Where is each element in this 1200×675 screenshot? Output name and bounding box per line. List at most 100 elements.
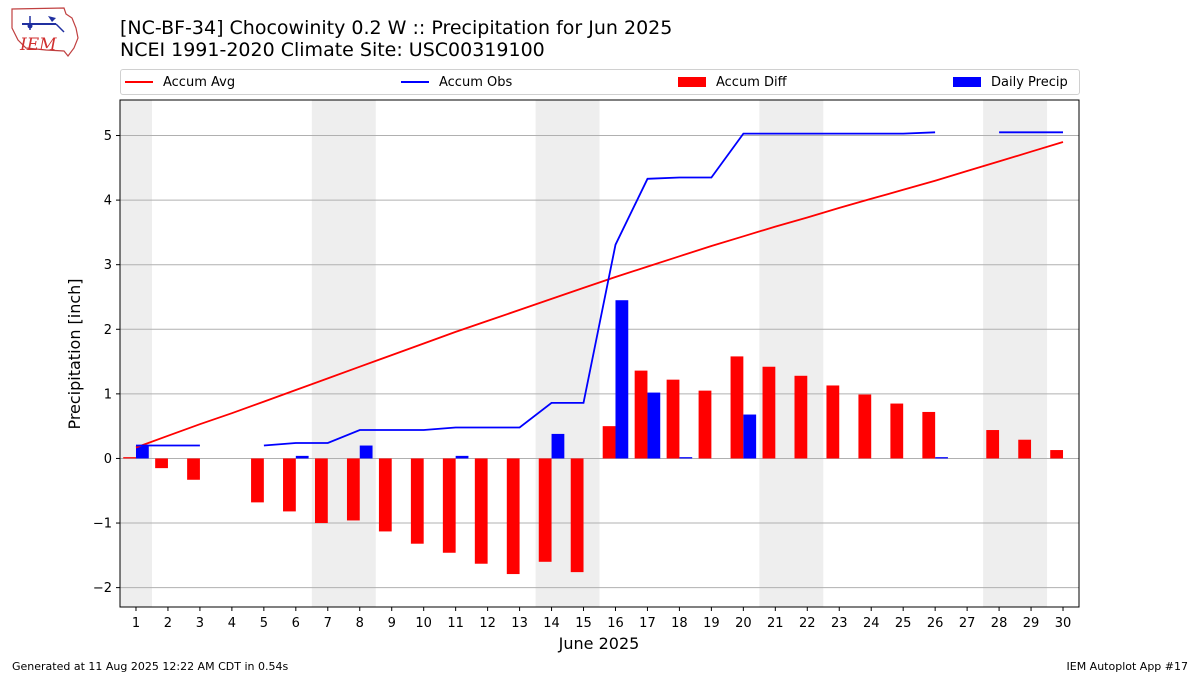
x-tick-label-16: 16: [607, 616, 624, 631]
bar-accum-diff-day-22: [794, 375, 808, 459]
x-tick-label-5: 5: [260, 616, 268, 631]
chart-subtitle: NCEI 1991-2020 Climate Site: USC00319100: [120, 39, 545, 61]
legend-label-accum-diff: Accum Diff: [716, 74, 787, 90]
line-accum-obs-seg-1: [263, 131, 936, 447]
iem-logo: IEM: [11, 7, 79, 57]
y-tick-label-4: 2: [104, 323, 112, 338]
bar-accum-diff-day-3: [187, 458, 200, 480]
bar-daily-precip-day-26: [935, 457, 948, 459]
weekend-band-3: [759, 100, 824, 607]
bar-accum-diff-day-16: [602, 426, 616, 459]
bar-accum-diff-day-8: [346, 458, 360, 521]
x-tick-label-20: 20: [735, 616, 752, 631]
weekend-band-0: [120, 100, 152, 607]
bar-daily-precip-day-8: [359, 445, 373, 459]
x-tick-label-14: 14: [543, 616, 560, 631]
x-tick-label-28: 28: [991, 616, 1008, 631]
x-tick-label-4: 4: [228, 616, 236, 631]
generated-note: Generated at 11 Aug 2025 12:22 AM CDT in…: [12, 660, 289, 673]
bar-daily-precip-day-1: [135, 445, 149, 459]
plot-frame: [119, 99, 1080, 608]
bar-accum-diff-day-2: [155, 458, 168, 469]
x-tick-label-25: 25: [895, 616, 912, 631]
bar-accum-diff-day-17: [634, 370, 648, 459]
x-tick-label-8: 8: [356, 616, 364, 631]
x-tick-label-22: 22: [799, 616, 816, 631]
y-tick-label-7: 5: [104, 129, 112, 144]
legend-swatch-daily-precip: [953, 77, 981, 87]
x-tick-label-26: 26: [927, 616, 944, 631]
legend-item-accum-avg: Accum Avg: [125, 70, 235, 94]
y-tick-label-3: 1: [104, 387, 112, 402]
bar-accum-diff-day-10: [410, 458, 424, 544]
bar-accum-diff-day-14: [538, 458, 552, 562]
bar-daily-precip-day-14: [551, 433, 565, 459]
x-tick-label-30: 30: [1055, 616, 1072, 631]
bar-accum-diff-day-9: [378, 458, 392, 532]
bar-accum-diff-day-15: [570, 458, 584, 573]
bar-daily-precip-day-6: [295, 455, 309, 459]
chart-title: [NC-BF-34] Chocowinity 0.2 W :: Precipit…: [120, 17, 673, 39]
x-tick-label-6: 6: [292, 616, 300, 631]
bar-accum-diff-day-11: [442, 458, 456, 553]
x-tick-label-24: 24: [863, 616, 880, 631]
bar-accum-diff-day-21: [762, 366, 776, 459]
bar-accum-diff-day-23: [826, 385, 840, 459]
bar-accum-diff-day-20: [730, 356, 744, 459]
y-axis-label: Precipitation [inch]: [65, 278, 84, 429]
legend-swatch-accum-obs: [401, 81, 429, 83]
legend-label-accum-avg: Accum Avg: [163, 74, 236, 90]
x-tick-label-10: 10: [415, 616, 432, 631]
x-axis-label: June 2025: [558, 634, 640, 653]
bar-accum-diff-day-13: [506, 458, 520, 575]
x-tick-label-15: 15: [575, 616, 592, 631]
grid-lines: [120, 135, 1079, 589]
chart-legend: Accum Avg Accum Obs Accum Diff Daily Pre…: [120, 69, 1080, 95]
x-tick-label-12: 12: [479, 616, 496, 631]
legend-swatch-accum-avg: [125, 81, 153, 83]
x-tick-label-19: 19: [703, 616, 720, 631]
y-tick-label-1: −1: [93, 517, 112, 532]
y-tick-label-5: 3: [104, 258, 112, 273]
x-tick-label-18: 18: [671, 616, 688, 631]
bar-accum-diff-day-25: [890, 403, 904, 459]
legend-item-accum-obs: Accum Obs: [401, 70, 512, 94]
y-tick-label-6: 4: [104, 194, 112, 209]
bar-daily-precip-day-17: [647, 392, 661, 459]
x-tick-label-9: 9: [388, 616, 396, 631]
legend-swatch-accum-diff: [678, 77, 706, 87]
bar-accum-diff-day-6: [283, 458, 296, 512]
x-tick-label-23: 23: [831, 616, 848, 631]
bar-accum-diff-day-12: [474, 458, 488, 564]
legend-item-accum-diff: Accum Diff: [678, 70, 787, 94]
bar-accum-diff-day-1: [123, 457, 136, 459]
bar-accum-diff-day-30: [1050, 450, 1064, 459]
bar-accum-diff-day-5: [251, 458, 264, 503]
x-tick-label-1: 1: [132, 616, 140, 631]
bar-daily-precip-day-16: [615, 300, 629, 459]
bar-accum-diff-day-7: [314, 458, 328, 524]
bar-accum-diff-day-24: [858, 394, 872, 459]
x-tick-label-13: 13: [511, 616, 528, 631]
x-tick-label-7: 7: [324, 616, 332, 631]
x-tick-label-27: 27: [959, 616, 976, 631]
legend-label-daily-precip: Daily Precip: [991, 74, 1068, 90]
bar-accum-diff-day-19: [698, 390, 712, 459]
svg-text:IEM: IEM: [19, 35, 57, 55]
weekend-band-1: [311, 100, 376, 607]
y-tick-label-0: −2: [93, 581, 112, 596]
x-tick-label-2: 2: [164, 616, 172, 631]
x-tick-label-29: 29: [1023, 616, 1040, 631]
bar-daily-precip-day-18: [679, 457, 693, 459]
x-tick-label-3: 3: [196, 616, 204, 631]
weekend-band-4: [983, 100, 1048, 607]
bars: [123, 300, 1064, 575]
lines: [135, 131, 1064, 449]
app-note: IEM Autoplot App #17: [1066, 660, 1189, 673]
y-tick-label-2: 0: [104, 452, 112, 467]
legend-label-accum-obs: Accum Obs: [439, 74, 513, 90]
bar-daily-precip-day-11: [455, 455, 469, 459]
bar-daily-precip-day-20: [743, 414, 757, 459]
